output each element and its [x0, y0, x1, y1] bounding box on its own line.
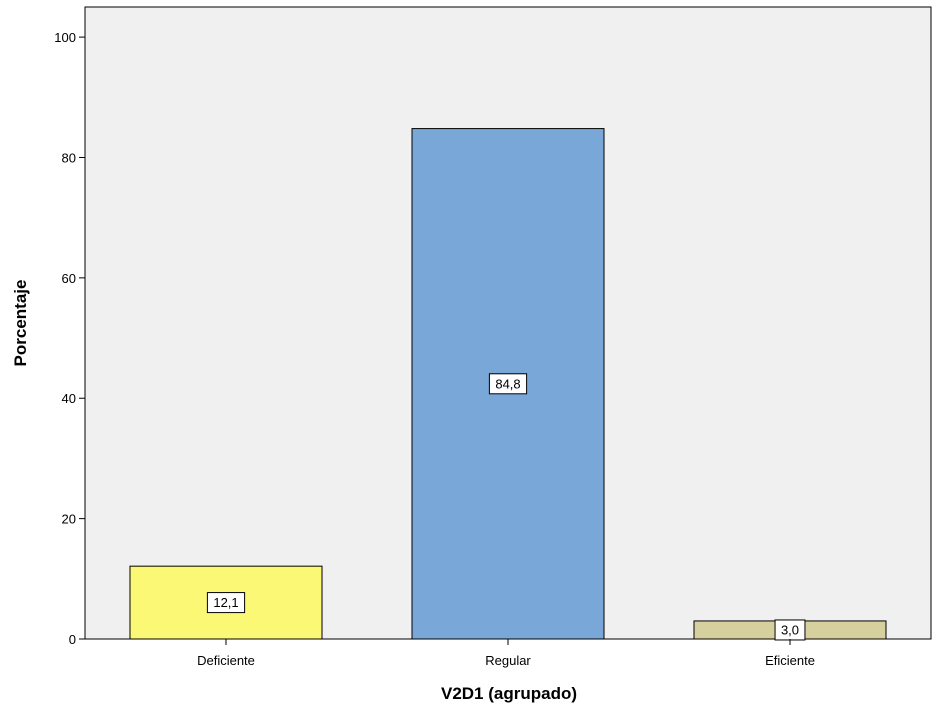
data-label-eficiente: 3,0	[781, 622, 799, 637]
x-tick-label-eficiente: Eficiente	[765, 653, 815, 668]
data-label-box-deficiente	[206, 592, 246, 614]
x-tick-label-deficiente: Deficiente	[197, 653, 255, 668]
data-labels-group: 12,1 84,8 3,0	[206, 373, 806, 641]
y-axis-title: Porcentaje	[11, 280, 30, 367]
y-tick-label-60: 60	[62, 271, 76, 286]
x-axis-title: V2D1 (agrupado)	[441, 684, 577, 703]
data-label-regular: 84,8	[495, 376, 520, 391]
y-tick-label-0: 0	[69, 632, 76, 647]
y-tick-label-80: 80	[62, 150, 76, 165]
y-tick-label-40: 40	[62, 391, 76, 406]
x-tick-label-regular: Regular	[485, 653, 531, 668]
y-tick-label-20: 20	[62, 512, 76, 527]
x-axis: Deficiente Regular Eficiente	[197, 639, 815, 668]
data-label-box-regular	[488, 373, 528, 395]
y-tick-label-100: 100	[54, 30, 76, 45]
data-label-deficiente: 12,1	[213, 595, 238, 610]
y-axis: 0 20 40 60 80 100	[54, 30, 85, 647]
